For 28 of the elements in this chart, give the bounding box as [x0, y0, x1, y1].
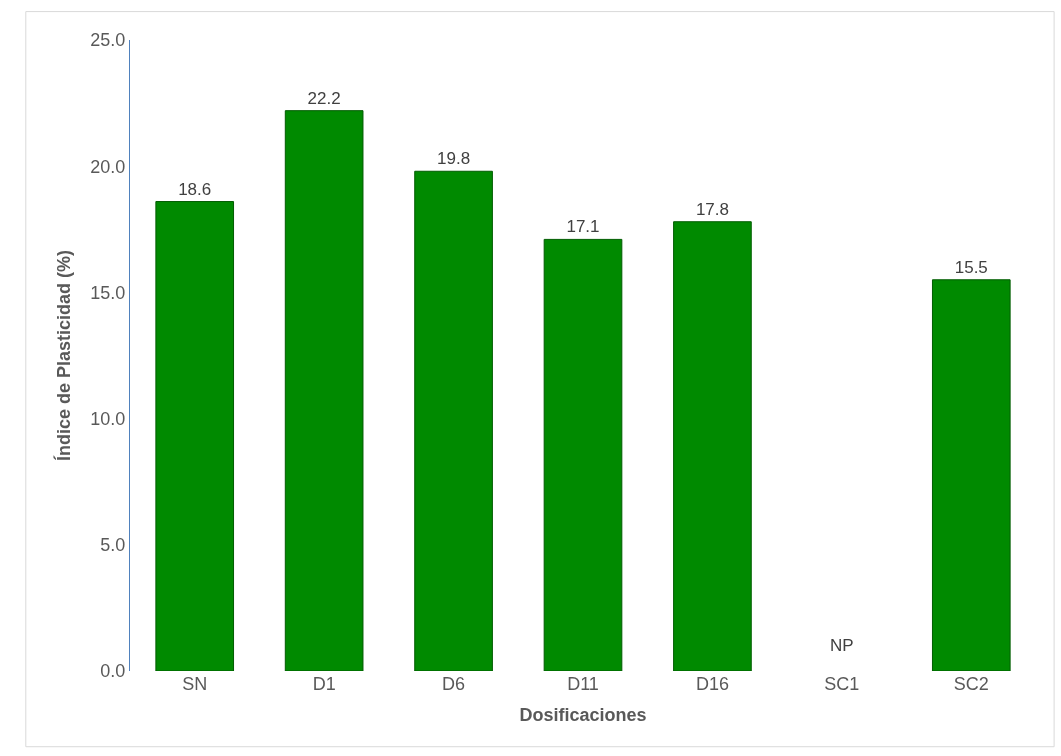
data-label: 17.8: [695, 199, 729, 219]
y-tick-label: 0.0: [100, 661, 126, 682]
y-axis-title: Índice de Plasticidad (%): [52, 249, 74, 462]
x-tick-label: SC2: [953, 674, 989, 694]
x-tick-label: D16: [695, 674, 729, 694]
y-tick-label: 5.0: [100, 535, 126, 556]
y-tick-label: 10.0: [90, 408, 126, 429]
data-label: 18.6: [178, 179, 212, 199]
text: NP: [830, 636, 854, 655]
bar: [155, 201, 235, 671]
bar: [414, 170, 493, 671]
data-label: 15.5: [954, 257, 988, 277]
bar: [284, 110, 364, 671]
bar: [543, 238, 623, 671]
x-tick-label: SC1: [824, 674, 860, 694]
data-label: 19.8: [437, 149, 471, 169]
y-tick-label: 15.0: [90, 282, 126, 303]
bar: [931, 279, 1011, 671]
data-label: 22.2: [307, 88, 341, 108]
y-tick-label: 25.0: [90, 30, 126, 51]
data-label: 17.1: [566, 217, 600, 237]
x-axis-title: Dosificaciones: [519, 705, 647, 726]
x-tick-label: D11: [567, 674, 599, 694]
x-tick-label: D6: [442, 674, 466, 694]
y-tick-label: 20.0: [90, 156, 126, 177]
bar: [673, 221, 752, 671]
x-tick-label: SN: [182, 674, 208, 694]
x-tick-label: D1: [312, 674, 336, 694]
